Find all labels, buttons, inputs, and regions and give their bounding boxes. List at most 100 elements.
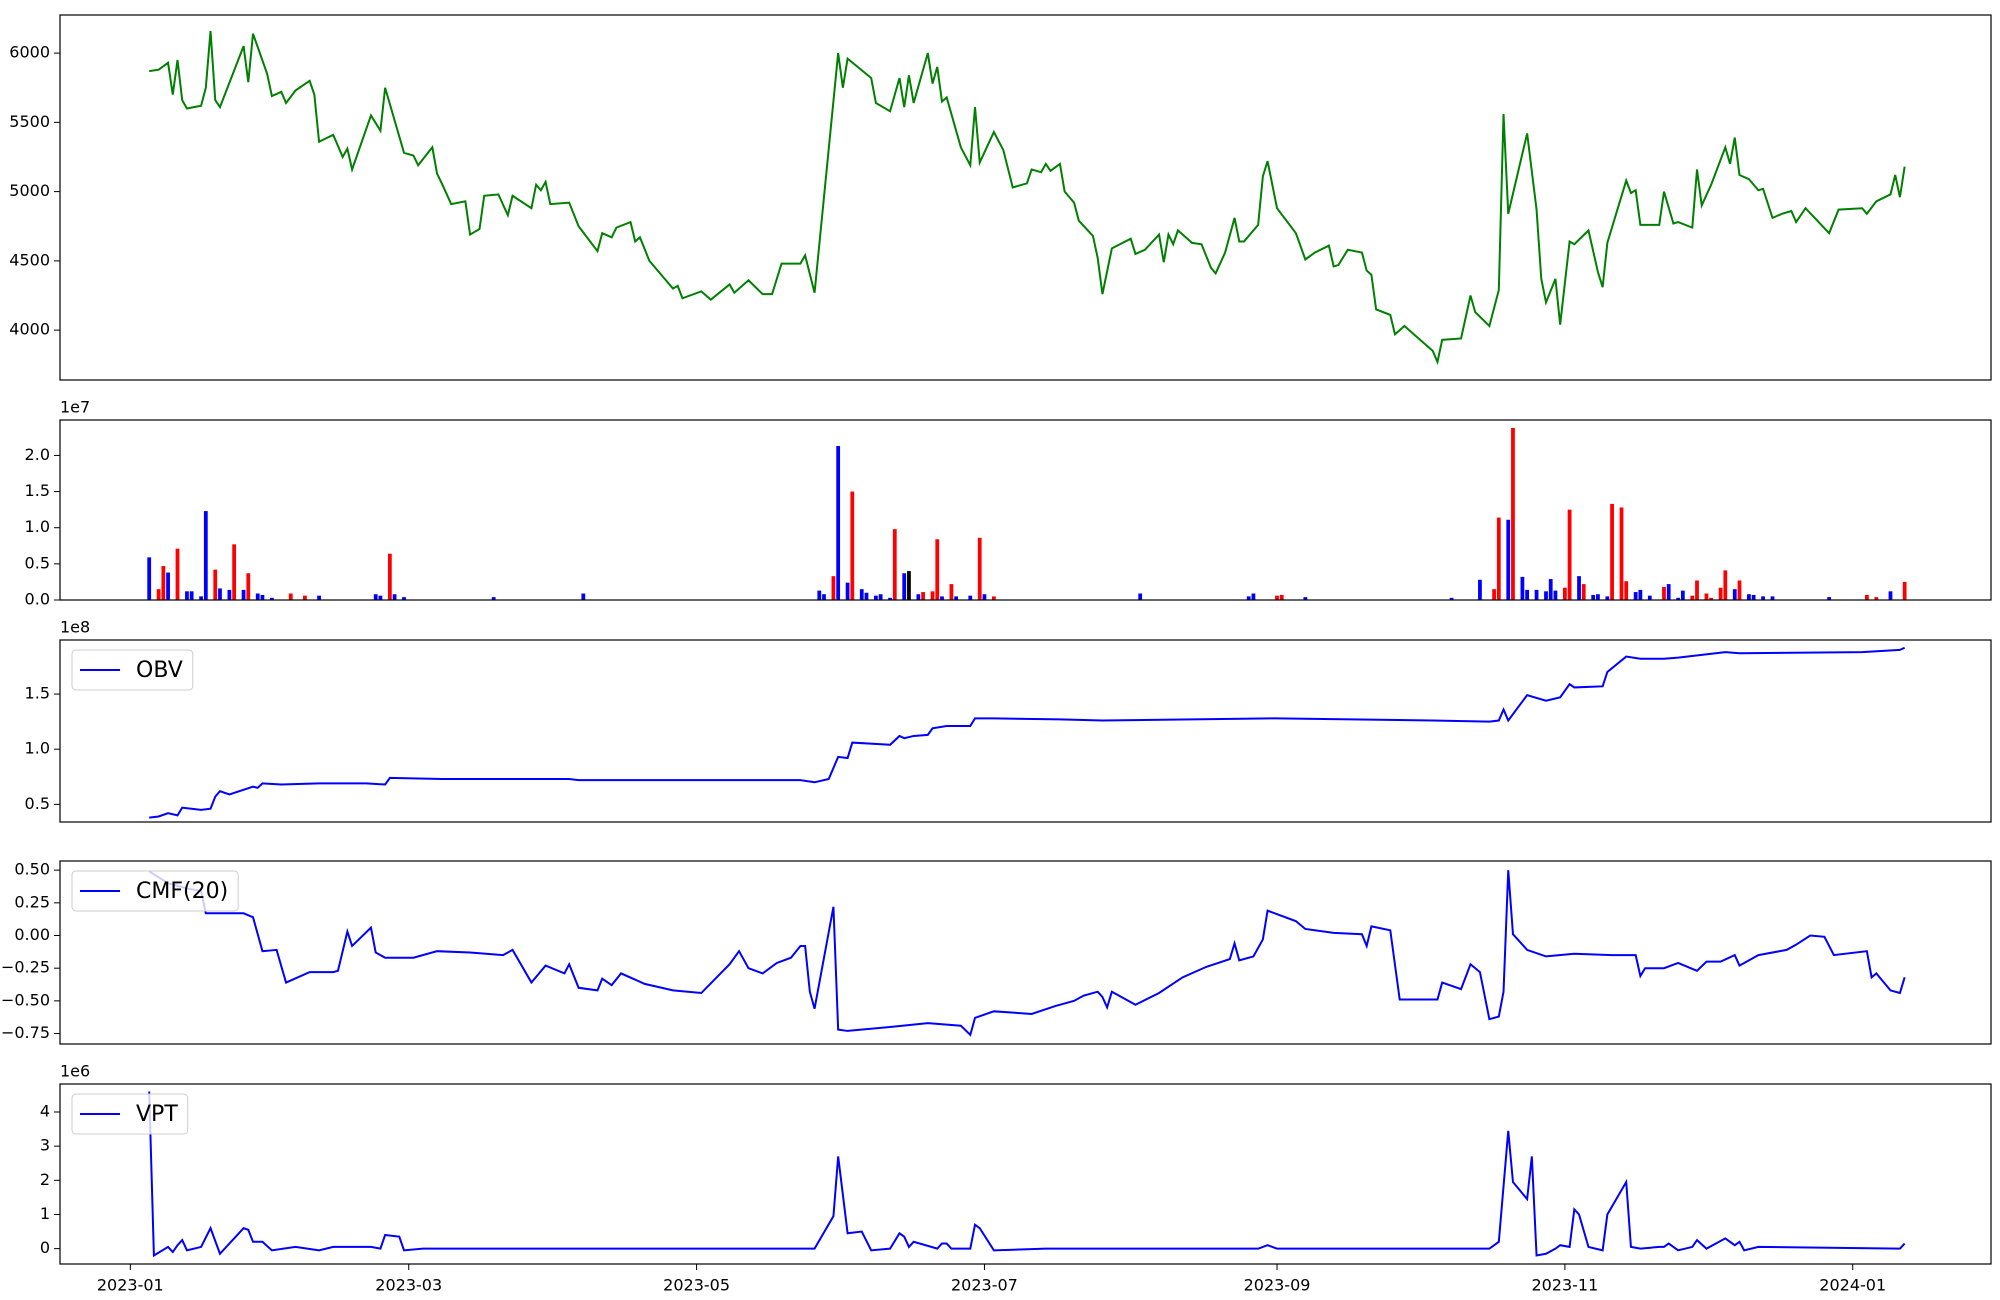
bar xyxy=(954,596,959,600)
bar xyxy=(1704,593,1709,600)
bar xyxy=(1676,597,1681,600)
bar xyxy=(982,594,987,600)
y-tick-label: −0.50 xyxy=(1,990,50,1009)
bar xyxy=(1666,584,1671,600)
bar xyxy=(921,592,925,600)
bar xyxy=(1520,576,1525,600)
x-tick-label: 2023-05 xyxy=(663,1276,730,1295)
bar xyxy=(166,572,170,600)
bar xyxy=(1591,594,1596,600)
y-tick-label: −0.75 xyxy=(1,1023,50,1042)
bar xyxy=(1690,595,1695,600)
bar xyxy=(1581,584,1586,600)
bar xyxy=(227,589,232,600)
legend: OBV xyxy=(71,649,194,691)
bar xyxy=(246,573,251,600)
y-tick-label: 5500 xyxy=(9,112,50,131)
bar xyxy=(260,594,265,600)
bar xyxy=(156,589,161,600)
y-tick-label: 4000 xyxy=(9,320,50,339)
bar xyxy=(831,576,836,600)
legend: VPT xyxy=(71,1093,189,1135)
legend-label: VPT xyxy=(136,1102,178,1127)
legend: CMF(20) xyxy=(71,870,239,912)
y-tick-label: 1.0 xyxy=(25,739,50,758)
line xyxy=(148,870,1906,1037)
bar xyxy=(392,594,397,600)
y-tick-label: 1.5 xyxy=(25,481,50,500)
legend-label: OBV xyxy=(136,658,183,683)
bar xyxy=(907,571,911,600)
bar xyxy=(1577,576,1581,600)
axes-frame xyxy=(59,14,1992,381)
bar xyxy=(1251,593,1256,600)
marks xyxy=(147,427,1907,600)
y-tick-label: 3 xyxy=(40,1136,50,1155)
bar xyxy=(874,595,878,600)
y-tick-label: 0.5 xyxy=(25,794,50,813)
bar xyxy=(1624,581,1629,600)
bar xyxy=(269,597,274,600)
bar xyxy=(1478,579,1482,600)
bar xyxy=(1525,589,1530,600)
bar xyxy=(1638,589,1643,600)
offset-label: 1e8 xyxy=(60,618,90,637)
bar xyxy=(1709,597,1714,600)
bar xyxy=(1662,586,1666,600)
y-tick-label: 0 xyxy=(40,1238,50,1257)
axes-frame xyxy=(59,419,1992,601)
bar xyxy=(232,544,237,600)
y-tick-label: 1.5 xyxy=(25,684,50,703)
bar xyxy=(1544,591,1548,600)
bar xyxy=(1567,509,1572,600)
bar xyxy=(1511,427,1515,600)
x-tick-label: 2023-01 xyxy=(97,1276,164,1295)
bar xyxy=(213,569,218,600)
marks xyxy=(148,1091,1906,1258)
y-tick-label: 6000 xyxy=(9,43,50,62)
bar xyxy=(203,511,208,600)
bar xyxy=(491,597,496,600)
y-tick-label: 4 xyxy=(40,1102,50,1121)
bar xyxy=(161,566,166,600)
bar xyxy=(1138,593,1143,600)
panel: 0.5 1.0 1.5 1e8 OBV xyxy=(25,618,1992,823)
bar xyxy=(916,594,921,600)
bar xyxy=(1827,597,1832,600)
bar xyxy=(878,594,883,600)
bar xyxy=(888,597,892,600)
y-tick-label: 2.0 xyxy=(25,445,50,464)
bar xyxy=(1723,570,1728,600)
bar xyxy=(1761,596,1765,600)
bar xyxy=(935,539,940,600)
offset-label: 1e6 xyxy=(60,1062,90,1081)
bar xyxy=(1562,587,1567,600)
line xyxy=(148,1091,1906,1258)
line xyxy=(149,30,1906,366)
bar xyxy=(241,589,246,600)
marks xyxy=(149,646,1906,819)
bar xyxy=(1275,595,1279,600)
bar xyxy=(1633,592,1638,600)
panel: −0.75 −0.50 −0.25 0.00 0.25 0.50 CMF(20) xyxy=(1,860,1992,1045)
bar xyxy=(1695,580,1699,600)
bar xyxy=(892,529,897,600)
y-tick-label: 5000 xyxy=(9,181,50,200)
bar xyxy=(859,589,864,600)
x-tick-label: 2023-03 xyxy=(375,1276,442,1295)
bar xyxy=(1610,503,1614,600)
bar xyxy=(949,584,954,600)
bar xyxy=(185,591,189,600)
marks xyxy=(149,30,1906,366)
x-tick-label: 2023-07 xyxy=(951,1276,1018,1295)
y-tick-label: 0.0 xyxy=(25,590,50,609)
bar xyxy=(255,593,260,600)
bar xyxy=(836,446,841,600)
bar xyxy=(864,592,869,600)
bar xyxy=(1718,587,1723,600)
bar xyxy=(189,591,194,600)
y-tick-label: −0.25 xyxy=(1,958,50,977)
panel: 0.0 0.5 1.0 1.5 2.0 1e7 xyxy=(25,398,1992,609)
y-tick-label: 0.50 xyxy=(14,860,50,879)
